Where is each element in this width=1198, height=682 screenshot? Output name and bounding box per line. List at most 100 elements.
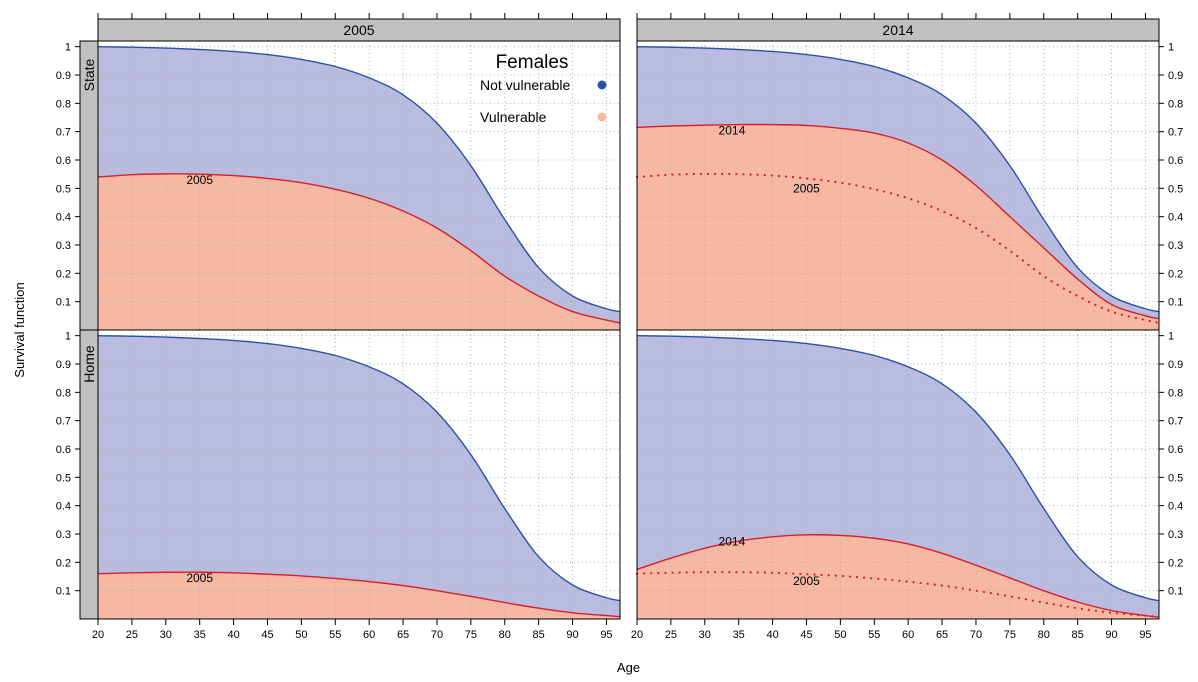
y-tick-label-left: 0.5 <box>56 472 71 484</box>
x-tick-label: 60 <box>363 629 375 641</box>
x-tick-label: 55 <box>868 629 880 641</box>
strip-2005 <box>97 18 621 42</box>
x-tick-label: 25 <box>665 629 677 641</box>
y-tick-label-left: 0.9 <box>56 70 71 82</box>
x-tick-label: 65 <box>936 629 948 641</box>
y-tick-label-right: 0.6 <box>1168 155 1183 167</box>
x-tick-label: 50 <box>834 629 846 641</box>
y-tick-label-left: 0.4 <box>56 501 71 513</box>
legend-item-label: Vulnerable <box>480 109 547 125</box>
y-tick-label-right: 0.3 <box>1168 240 1183 252</box>
y-tick-label-right: 0.8 <box>1168 387 1183 399</box>
y-tick-label-right: 0.9 <box>1168 359 1183 371</box>
y-tick-label-right: 1 <box>1168 331 1174 343</box>
x-tick-label: 60 <box>902 629 914 641</box>
not-vulnerable-line <box>97 334 621 602</box>
x-tick-label: 20 <box>92 629 104 641</box>
vulnerable-line <box>97 173 621 324</box>
legend-marker <box>597 80 607 90</box>
strip-label-2005: 2005 <box>343 22 374 38</box>
y-tick-label-left: 0.8 <box>56 98 71 110</box>
y-tick-label-right: 0.5 <box>1168 472 1183 484</box>
vulnerable-area <box>637 534 1159 619</box>
y-tick-label-left: 0.7 <box>56 127 71 139</box>
y-axis-label: Survival function <box>12 282 27 377</box>
strip-label-home: Home <box>81 345 97 383</box>
x-tick-label: 40 <box>227 629 239 641</box>
not-vulnerable-line <box>636 45 1160 313</box>
x-tick-label: 30 <box>699 629 711 641</box>
x-tick-label: 50 <box>295 629 307 641</box>
y-tick-label-right: 0.1 <box>1168 297 1183 309</box>
x-tick-label: 75 <box>1004 629 1016 641</box>
x-tick-label: 80 <box>1038 629 1050 641</box>
curve-label: 2005 <box>186 173 213 187</box>
x-tick-label: 35 <box>733 629 745 641</box>
y-tick-label-left: 0.4 <box>56 212 71 224</box>
y-tick-label-right: 0.9 <box>1168 70 1183 82</box>
y-tick-label-right: 0.7 <box>1168 416 1183 428</box>
not-vulnerable-line <box>636 334 1160 602</box>
y-tick-label-left: 1 <box>65 42 71 54</box>
y-tick-label-right: 0.4 <box>1168 212 1183 224</box>
legend-title: Females <box>496 52 569 73</box>
y-tick-label-left: 0.2 <box>56 268 71 280</box>
x-tick-label: 20 <box>631 629 643 641</box>
vulnerable-2005-reference-line <box>635 172 1161 325</box>
strip-label-state: State <box>81 58 97 91</box>
x-tick-label: 25 <box>126 629 138 641</box>
y-tick-label-right: 1 <box>1168 42 1174 54</box>
y-tick-label-left: 0.9 <box>56 359 71 371</box>
x-tick-label: 85 <box>1072 629 1084 641</box>
y-tick-label-left: 0.6 <box>56 444 71 456</box>
x-tick-label: 70 <box>431 629 443 641</box>
curve-label: 2005 <box>793 574 820 588</box>
y-tick-label-right: 0.2 <box>1168 557 1183 569</box>
x-tick-label: 40 <box>766 629 778 641</box>
y-tick-label-left: 0.2 <box>56 557 71 569</box>
x-tick-label: 75 <box>465 629 477 641</box>
x-tick-label: 80 <box>499 629 511 641</box>
strip-home <box>79 329 99 620</box>
legend: Females Not vulnerable Vulnerable <box>480 52 607 125</box>
x-tick-label: 85 <box>533 629 545 641</box>
x-tick-label: 90 <box>1105 629 1117 641</box>
y-tick-label-left: 0.1 <box>56 297 71 309</box>
panel-2005-state: 2005 <box>97 40 621 331</box>
x-tick-label: 70 <box>970 629 982 641</box>
curve-label: 2014 <box>719 124 746 138</box>
x-tick-label: 65 <box>397 629 409 641</box>
vulnerable-line <box>97 571 621 618</box>
curve-label: 2014 <box>719 534 746 548</box>
x-tick-label: 90 <box>566 629 578 641</box>
y-tick-label-left: 0.3 <box>56 529 71 541</box>
panel-2014-home: 2014 2005 <box>635 329 1161 620</box>
x-tick-label: 45 <box>800 629 812 641</box>
y-tick-label-left: 1 <box>65 331 71 343</box>
panel-2005-home: 2005 <box>97 329 621 620</box>
x-tick-label: 55 <box>329 629 341 641</box>
y-tick-label-left: 0.1 <box>56 586 71 598</box>
legend-item-label: Not vulnerable <box>480 77 570 93</box>
y-tick-label-left: 0.7 <box>56 416 71 428</box>
y-tick-label-right: 0.3 <box>1168 529 1183 541</box>
vulnerable-area <box>637 124 1159 330</box>
x-axis-label: Age <box>617 660 640 675</box>
legend-marker <box>597 112 607 122</box>
y-tick-label-right: 0.5 <box>1168 183 1183 195</box>
y-tick-label-left: 0.3 <box>56 240 71 252</box>
strip-2014 <box>636 18 1160 42</box>
x-tick-label: 95 <box>600 629 612 641</box>
x-tick-label: 30 <box>160 629 172 641</box>
vulnerable-line <box>636 534 1160 618</box>
y-tick-label-right: 0.6 <box>1168 444 1183 456</box>
x-tick-label: 35 <box>194 629 206 641</box>
panel-2014-state: 2014 2005 <box>635 40 1161 331</box>
x-tick-label: 45 <box>261 629 273 641</box>
y-tick-label-left: 0.5 <box>56 183 71 195</box>
y-tick-label-right: 0.7 <box>1168 127 1183 139</box>
x-tick-label: 95 <box>1139 629 1151 641</box>
vulnerable-area <box>98 173 620 330</box>
